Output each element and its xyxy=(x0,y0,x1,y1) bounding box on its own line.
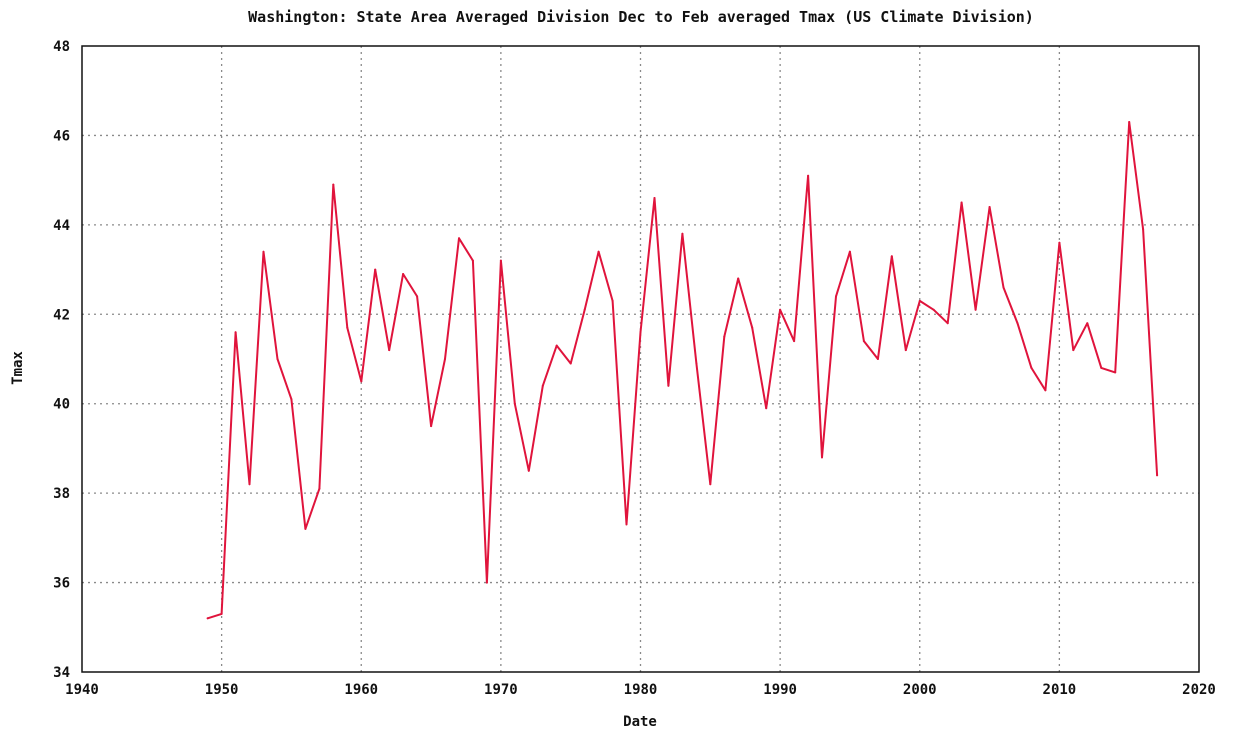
data-point xyxy=(513,402,516,405)
x-axis-label: Date xyxy=(623,714,657,730)
data-point xyxy=(220,612,223,615)
data-point xyxy=(639,331,642,334)
data-point xyxy=(1086,322,1089,325)
chart-title: Washington: State Area Averaged Division… xyxy=(248,8,1034,26)
data-point xyxy=(737,277,740,280)
data-point xyxy=(248,483,251,486)
data-point xyxy=(1114,371,1117,374)
data-point xyxy=(1128,121,1131,123)
data-point xyxy=(332,183,335,186)
series-layer xyxy=(206,121,1159,620)
data-point xyxy=(555,344,558,347)
data-point xyxy=(304,527,307,530)
data-point xyxy=(1156,474,1159,477)
y-tick-label: 48 xyxy=(53,39,70,55)
x-tick-label: 1950 xyxy=(205,682,239,698)
x-tick-label: 1940 xyxy=(65,682,99,698)
data-point xyxy=(262,250,265,253)
y-tick-label: 40 xyxy=(53,397,70,413)
data-point xyxy=(1016,322,1019,325)
data-point xyxy=(1044,389,1047,392)
data-point xyxy=(904,349,907,352)
data-point xyxy=(471,259,474,262)
data-point xyxy=(667,384,670,387)
x-tick-label: 1970 xyxy=(484,682,518,698)
data-point xyxy=(681,232,684,235)
grid xyxy=(82,46,1199,672)
data-point xyxy=(723,335,726,338)
data-point xyxy=(1142,228,1145,231)
data-point xyxy=(388,349,391,352)
series-line xyxy=(206,121,1159,620)
data-point xyxy=(862,340,865,343)
data-point xyxy=(793,340,796,343)
data-point xyxy=(890,255,893,258)
data-point xyxy=(234,331,237,334)
data-point xyxy=(918,299,921,302)
data-point xyxy=(1100,366,1103,369)
data-point xyxy=(458,237,460,240)
data-point xyxy=(583,308,586,311)
y-tick-label: 42 xyxy=(53,307,70,323)
data-point xyxy=(1002,286,1005,289)
data-point xyxy=(290,398,293,401)
data-point xyxy=(821,456,823,459)
data-point xyxy=(485,581,488,584)
data-point xyxy=(932,308,935,311)
x-axis-ticks: 1940 1950 1960 1970 1980 1990 2000 2010 2020 xyxy=(65,682,1216,698)
y-axis-ticks: 34 36 38 40 42 44 46 48 xyxy=(53,39,70,681)
data-point xyxy=(625,523,628,526)
y-axis-label: Tmax xyxy=(10,351,26,385)
y-tick-label: 36 xyxy=(53,576,70,592)
data-point xyxy=(374,268,377,271)
data-point xyxy=(751,326,754,329)
data-point xyxy=(1058,241,1061,244)
data-point xyxy=(1072,349,1075,352)
data-point xyxy=(611,299,614,302)
data-point xyxy=(1030,366,1033,369)
x-tick-label: 1960 xyxy=(344,682,378,698)
data-point xyxy=(765,407,768,410)
data-point xyxy=(444,358,446,360)
data-point xyxy=(848,250,851,253)
data-point xyxy=(402,273,405,275)
data-point xyxy=(346,326,349,329)
x-tick-label: 1990 xyxy=(763,682,797,698)
data-point xyxy=(597,250,600,253)
data-point xyxy=(569,362,572,365)
y-tick-label: 46 xyxy=(53,128,70,144)
data-point xyxy=(695,362,698,365)
x-tick-label: 1980 xyxy=(624,682,658,698)
data-point xyxy=(709,483,712,486)
data-point xyxy=(779,308,782,311)
x-tick-label: 2000 xyxy=(903,682,937,698)
data-point xyxy=(360,380,363,383)
data-point xyxy=(946,322,949,325)
data-point xyxy=(960,201,963,204)
data-point xyxy=(430,425,433,428)
data-point xyxy=(974,308,977,311)
data-point xyxy=(206,617,209,620)
data-point xyxy=(416,295,419,298)
y-tick-label: 38 xyxy=(53,486,70,502)
x-tick-label: 2010 xyxy=(1043,682,1077,698)
data-point xyxy=(807,174,810,177)
data-point xyxy=(527,469,530,472)
data-point xyxy=(499,259,502,262)
data-point xyxy=(876,358,879,360)
plot-frame xyxy=(81,45,1200,673)
data-point xyxy=(541,384,544,387)
data-point xyxy=(835,295,837,298)
data-point xyxy=(276,358,279,360)
data-point xyxy=(318,487,321,490)
data-point xyxy=(653,197,656,199)
x-tick-label: 2020 xyxy=(1182,682,1216,698)
y-tick-label: 34 xyxy=(53,665,70,681)
y-tick-label: 44 xyxy=(53,218,70,234)
data-point xyxy=(988,206,991,208)
